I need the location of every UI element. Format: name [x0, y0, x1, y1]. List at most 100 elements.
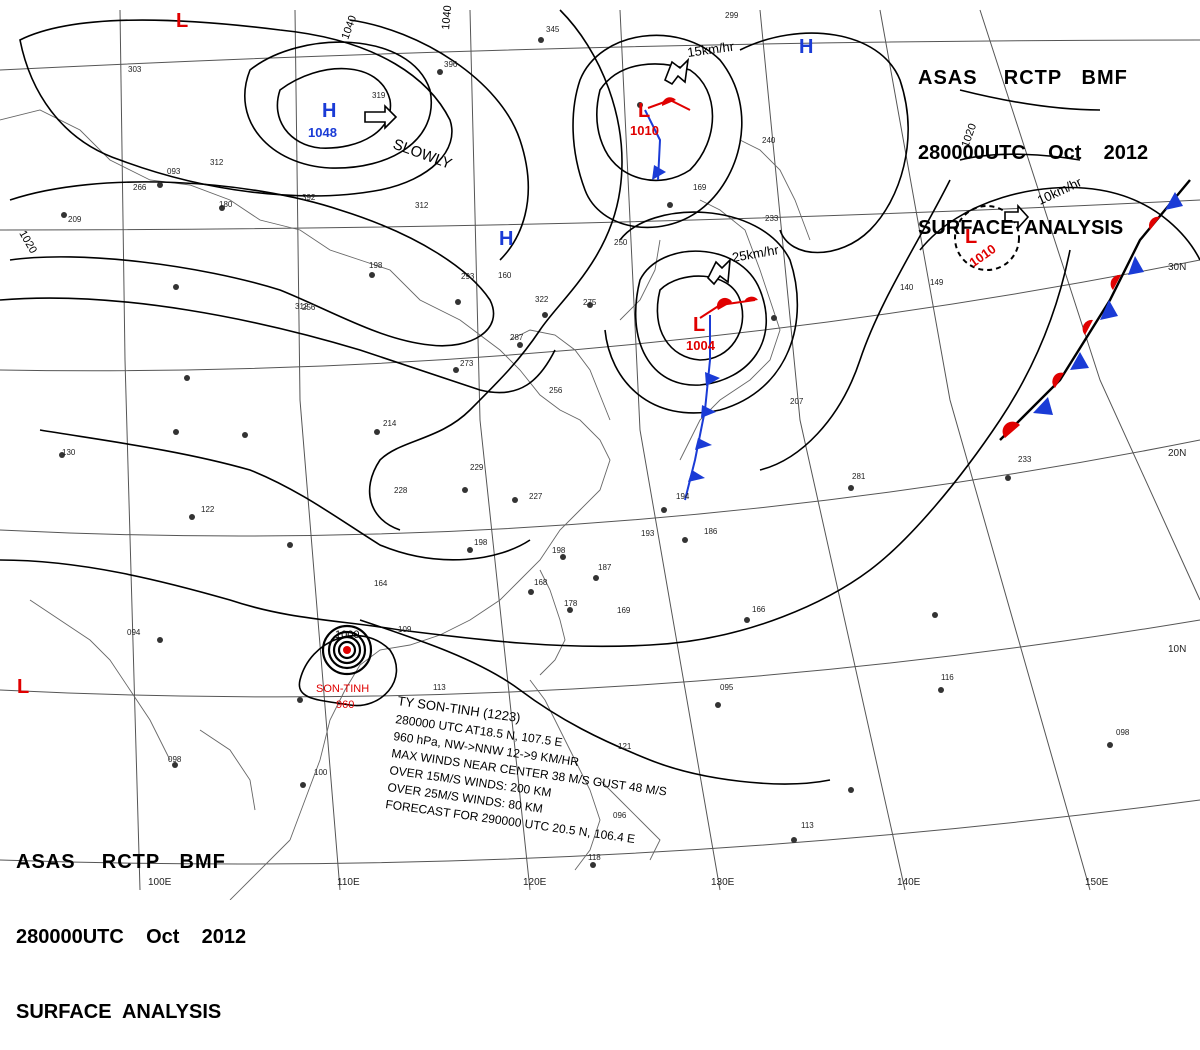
station-value: 178 — [564, 599, 578, 608]
station-value: 113 — [801, 821, 814, 830]
station-value: 207 — [790, 397, 804, 406]
graticule-labels: 100E 110E 120E 130E 140E 150E 30N 20N 10… — [148, 262, 1186, 888]
lon-label-100e: 100E — [148, 877, 172, 888]
station-value: 233 — [765, 214, 779, 223]
station-value: 098 — [1116, 728, 1130, 737]
station-value: 319 — [372, 91, 386, 100]
isobar-label-1040-a: 1040 — [340, 14, 360, 41]
station-value: 293 — [461, 272, 475, 281]
high-center-ne: H — [799, 36, 813, 58]
station-value: 118 — [588, 853, 601, 862]
isobar-label-1040-b: 1040 — [440, 5, 454, 30]
header-top-line3: SURFACE ANALYSIS — [918, 217, 1124, 239]
station-value: 312 — [415, 201, 429, 210]
station-value: 121 — [618, 742, 632, 751]
station-value: 392 — [302, 193, 316, 202]
station-value: 312 — [295, 302, 309, 311]
station-value: 169 — [617, 606, 631, 615]
station-value: 113 — [433, 683, 446, 692]
station-value: 140 — [900, 283, 914, 292]
header-bottom-line2: 280000UTC Oct 2012 — [16, 926, 247, 948]
header-bottom-line3: SURFACE ANALYSIS — [16, 1001, 222, 1023]
lat-label-20n: 20N — [1168, 448, 1186, 459]
isobars — [0, 9, 1200, 785]
station-value: 095 — [720, 683, 734, 692]
station-value: 109 — [398, 625, 412, 634]
station-value: 227 — [529, 492, 543, 501]
station-value: 233 — [1018, 455, 1032, 464]
warm-front-semicircles — [1002, 216, 1160, 438]
station-value: 209 — [68, 215, 82, 224]
typhoon-bulletin: TY SON-TINH (1223) 280000 UTC AT18.5 N, … — [385, 693, 668, 846]
station-value: 273 — [460, 359, 474, 368]
station-value: 180 — [219, 200, 233, 209]
station-value: 094 — [127, 628, 141, 637]
station-value: 149 — [930, 278, 944, 287]
station-markers — [59, 37, 1113, 868]
station-value: 214 — [383, 419, 397, 428]
station-value: 229 — [470, 463, 484, 472]
cold-front-triangles — [1033, 192, 1183, 415]
station-value: 303 — [128, 65, 142, 74]
station-value: 116 — [941, 673, 954, 682]
high-center-north-value: 1048 — [308, 125, 337, 140]
header-top: ASAS RCTP BMF 280000UTC Oct 2012 SURFACE… — [918, 16, 1148, 266]
graticule — [0, 9, 1200, 891]
station-value: 287 — [510, 333, 524, 342]
station-value: 093 — [167, 167, 181, 176]
station-value: 187 — [598, 563, 612, 572]
low-center-west: L — [17, 676, 29, 698]
station-value: 322 — [535, 295, 549, 304]
low-center-north: L — [638, 100, 650, 122]
lon-label-150e: 150E — [1085, 877, 1109, 888]
station-value: 228 — [394, 486, 408, 495]
header-bottom: ASAS RCTP BMF 280000UTC Oct 2012 SURFACE… — [16, 800, 246, 1050]
pressure-centers: H 1048 H H L L 1010 L 1004 L 1010 L — [17, 10, 999, 698]
typhoon-center-icon — [343, 646, 351, 654]
station-value: 096 — [613, 811, 627, 820]
station-value: 160 — [498, 271, 512, 280]
mid-low-speed-label: 25km/hr — [731, 242, 781, 265]
station-value: 098 — [168, 755, 182, 764]
station-value: 100 — [314, 768, 328, 777]
station-value: 299 — [725, 11, 739, 20]
station-value: 164 — [374, 579, 388, 588]
lon-label-110e: 110E — [337, 877, 360, 888]
header-top-line2: 280000UTC Oct 2012 — [918, 142, 1149, 164]
surface-analysis-map: 3452993033963193122662093923121982932563… — [0, 5, 1200, 900]
typhoon-pressure: 960 — [336, 699, 354, 711]
station-value: 345 — [546, 25, 560, 34]
low-center-mid: L — [693, 314, 705, 336]
north-low-speed-label: 15km/hr — [686, 38, 735, 59]
isobar-label-1000: 1000 — [335, 629, 359, 641]
station-value: 250 — [614, 238, 628, 247]
slowly-label: SLOWLY — [391, 136, 455, 173]
dashed-low-circle — [954, 205, 1020, 271]
station-value: 266 — [133, 183, 147, 192]
cold-front-north — [644, 97, 691, 181]
station-value: 122 — [201, 505, 215, 514]
station-value: 256 — [302, 303, 316, 312]
low-center-east: L — [965, 226, 977, 248]
typhoon-labels: SON-TINH 960 — [316, 683, 369, 711]
station-value: 193 — [641, 529, 655, 538]
low-center-mid-value: 1004 — [686, 338, 716, 353]
coastlines — [0, 109, 811, 900]
station-value: 198 — [474, 538, 488, 547]
lon-label-120e: 120E — [523, 877, 547, 888]
station-value: 169 — [693, 183, 707, 192]
station-value: 198 — [369, 261, 383, 270]
station-numbers: 3452993033963193122662093923121982932563… — [62, 11, 1130, 862]
high-center-north: H — [322, 100, 336, 122]
high-center-central: H — [499, 228, 513, 250]
isobar-label-1020-a: 1020 — [16, 229, 39, 256]
station-value: 312 — [210, 158, 224, 167]
low-center-nw: L — [176, 10, 188, 32]
station-value: 130 — [62, 448, 76, 457]
station-value: 186 — [704, 527, 718, 536]
station-value: 275 — [583, 298, 597, 307]
station-value: 168 — [534, 578, 548, 587]
station-value: 256 — [549, 386, 563, 395]
lat-label-10n: 10N — [1168, 644, 1186, 655]
station-value: 198 — [552, 546, 566, 555]
